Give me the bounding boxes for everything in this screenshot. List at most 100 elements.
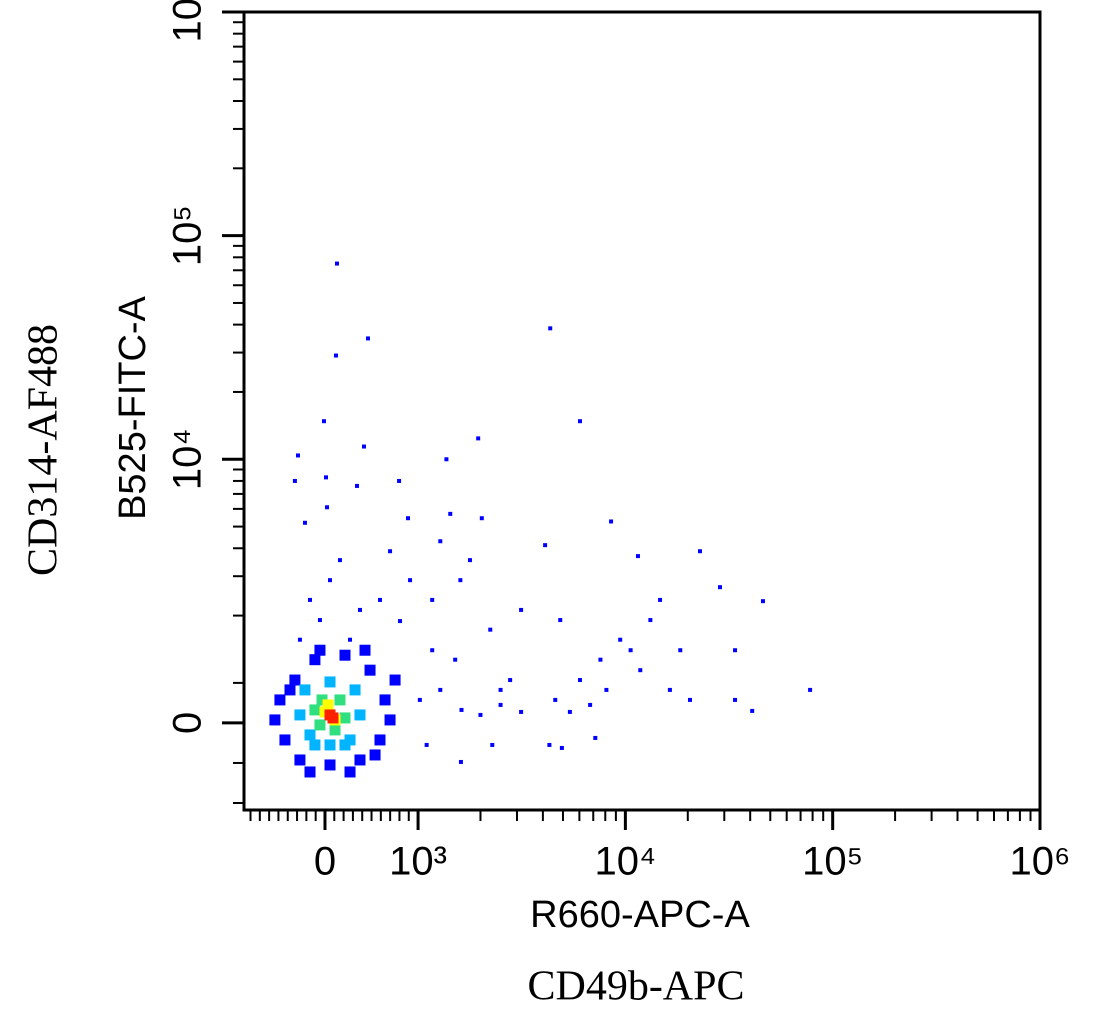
x-tick-label: 10³	[389, 840, 447, 884]
data-point	[717, 585, 722, 590]
data-point	[406, 516, 411, 521]
data-point	[269, 714, 281, 726]
data-point	[379, 694, 391, 706]
data-point	[498, 702, 503, 707]
y-tick-label: 10⁴	[166, 428, 210, 490]
data-point	[302, 520, 307, 525]
data-point	[354, 709, 366, 721]
data-point	[279, 734, 291, 746]
data-point	[324, 739, 336, 751]
data-point	[733, 648, 738, 653]
data-point	[294, 709, 306, 721]
data-point	[628, 648, 633, 653]
data-point	[697, 549, 702, 554]
data-point	[678, 648, 683, 653]
y-tick-label: 0	[166, 712, 210, 734]
data-point	[498, 687, 503, 692]
data-point	[329, 724, 341, 736]
data-point	[453, 657, 458, 662]
data-point	[547, 742, 552, 747]
data-point	[333, 353, 338, 358]
data-point	[324, 475, 329, 480]
data-point	[444, 457, 449, 462]
data-point	[688, 697, 693, 702]
data-point	[543, 543, 548, 548]
data-point	[448, 511, 453, 516]
data-point	[488, 627, 493, 632]
data-point	[294, 754, 306, 766]
data-point	[558, 618, 563, 623]
data-point	[808, 687, 813, 692]
data-point	[339, 649, 351, 661]
data-point	[309, 704, 321, 716]
data-point	[438, 539, 443, 544]
plot-marks	[269, 261, 813, 778]
data-point	[314, 644, 326, 656]
data-point	[321, 419, 326, 424]
x-tick-label: 0	[314, 840, 336, 884]
data-point	[339, 712, 351, 724]
data-point	[369, 749, 381, 761]
data-point	[292, 478, 297, 483]
data-point	[299, 684, 311, 696]
data-point	[314, 719, 326, 731]
data-point	[384, 714, 396, 726]
data-point	[361, 444, 366, 449]
x-tick-label: 10⁵	[802, 840, 863, 884]
data-point	[476, 436, 481, 441]
data-point	[354, 754, 366, 766]
data-point	[304, 766, 316, 778]
data-point	[274, 694, 286, 706]
data-point	[459, 707, 464, 712]
data-point	[328, 578, 333, 583]
data-point	[377, 597, 382, 602]
data-point	[327, 712, 339, 724]
data-point	[295, 453, 300, 458]
data-point	[609, 519, 614, 524]
y-axis-label: B525-FITC-A	[112, 295, 154, 519]
data-point	[458, 759, 463, 764]
data-point	[297, 637, 302, 642]
y-tick-label: 10⁵	[166, 205, 210, 266]
data-point	[567, 709, 572, 714]
data-point	[344, 766, 356, 778]
x-tick-label: 10⁴	[595, 840, 657, 884]
data-point	[750, 708, 755, 713]
data-point	[365, 336, 370, 341]
data-point	[588, 702, 593, 707]
data-point	[317, 618, 322, 623]
data-point	[357, 607, 362, 612]
data-point	[388, 549, 393, 554]
data-point	[760, 599, 765, 604]
data-point	[490, 742, 495, 747]
data-point	[284, 684, 296, 696]
y-axis-marker: CD314-AF488	[21, 324, 67, 576]
data-point	[648, 618, 653, 623]
y-tick-label: 10⁶	[166, 0, 210, 42]
data-point	[334, 261, 339, 266]
data-point	[364, 664, 376, 676]
data-point	[304, 729, 316, 741]
data-point	[408, 578, 413, 583]
data-point	[349, 684, 361, 696]
data-point	[289, 674, 301, 686]
data-point	[508, 678, 513, 683]
data-point	[397, 478, 402, 483]
data-point	[355, 483, 360, 488]
data-point	[519, 607, 524, 612]
data-point	[316, 694, 328, 706]
data-point	[389, 674, 401, 686]
x-axis-label: R660-APC-A	[530, 894, 750, 936]
data-point	[635, 554, 640, 559]
data-point	[309, 739, 321, 751]
data-point	[324, 676, 336, 688]
data-point	[458, 578, 463, 583]
data-point	[577, 419, 582, 424]
data-point	[430, 648, 435, 653]
data-point	[618, 637, 623, 642]
data-point	[598, 657, 603, 662]
data-point	[398, 619, 403, 624]
